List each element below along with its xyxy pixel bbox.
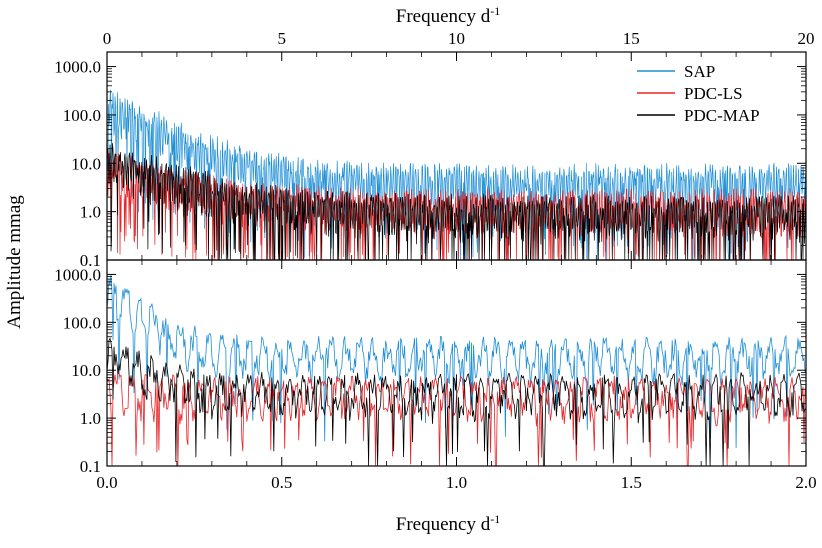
plot-frame — [106, 259, 807, 467]
top-x-axis-title: Frequency d-1 — [396, 4, 500, 27]
y-tick-label: 1000.0 — [54, 58, 101, 77]
y-tick-label: 100.0 — [63, 106, 101, 125]
series-line-sap — [106, 274, 807, 449]
y-tick-label: 1000.0 — [54, 265, 101, 284]
y-tick-label: 0.1 — [80, 457, 101, 476]
x-tick-label: 2.0 — [795, 473, 816, 492]
x-tick-label: 0 — [103, 29, 112, 48]
y-tick-label: 10.0 — [71, 361, 101, 380]
x-tick-label: 10 — [448, 29, 465, 48]
x-tick-label: 0.0 — [96, 473, 117, 492]
bottom-panel: 0.1 1.0 10.0 100.0 1000.0 0.0 0.5 1.0 1.5 2.0 — [54, 259, 817, 492]
x-tick-label: 15 — [623, 29, 640, 48]
y-tick-label: 1.0 — [80, 203, 101, 222]
series-line-pdc-ls — [106, 152, 807, 262]
y-axis-title: Amplitude mmag — [4, 195, 25, 329]
x-tick-label: 5 — [278, 29, 287, 48]
legend-label-pdc-map: PDC-MAP — [684, 106, 760, 125]
x-tick-label: 0.5 — [271, 473, 292, 492]
y-tick-label: 10.0 — [71, 154, 101, 173]
series-line-pdc-map — [106, 337, 807, 467]
x-tick-label: 1.0 — [446, 473, 467, 492]
y-tick-label: 1.0 — [80, 409, 101, 428]
series-line-pdc-map — [106, 143, 807, 261]
legend: SAP PDC-LS PDC-MAP — [637, 62, 760, 125]
bottom-x-axis-title-sup: -1 — [490, 512, 500, 526]
legend-label-sap: SAP — [684, 62, 715, 81]
bottom-x-axis-title: Frequency d-1 — [396, 512, 500, 535]
top-x-axis-title-sup: -1 — [490, 4, 500, 18]
y-tick-label: 100.0 — [63, 313, 101, 332]
y-tick-label: 0.1 — [80, 251, 101, 270]
top-panel: 0.1 1.0 10.0 100.0 1000.00 5 10 15 20 — [54, 29, 814, 270]
x-tick-label: 20 — [798, 29, 815, 48]
x-tick-label: 1.5 — [621, 473, 642, 492]
legend-label-pdc-ls: PDC-LS — [684, 84, 743, 103]
